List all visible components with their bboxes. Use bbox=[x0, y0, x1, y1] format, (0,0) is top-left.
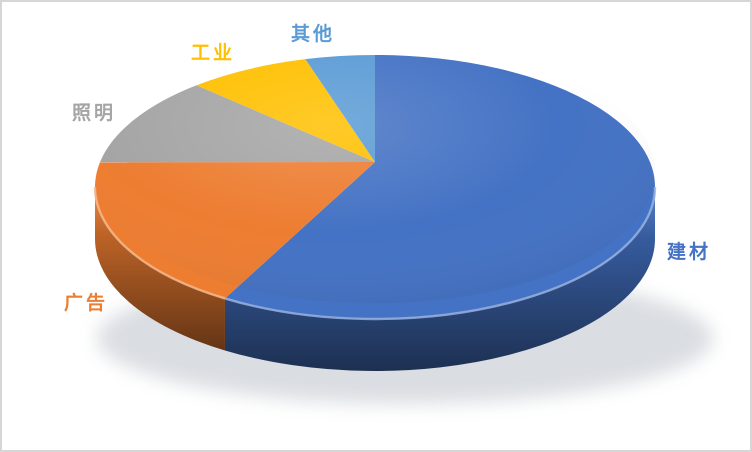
slice-wall-1 bbox=[95, 187, 225, 351]
slice-label-3: 工业 bbox=[191, 43, 236, 64]
slice-label-4: 其他 bbox=[291, 24, 336, 45]
slice-label-2: 照明 bbox=[72, 103, 117, 124]
slice-label-0: 建材 bbox=[667, 242, 712, 263]
slice-wall-0 bbox=[224, 187, 655, 371]
slice-label-1: 广告 bbox=[64, 293, 109, 314]
